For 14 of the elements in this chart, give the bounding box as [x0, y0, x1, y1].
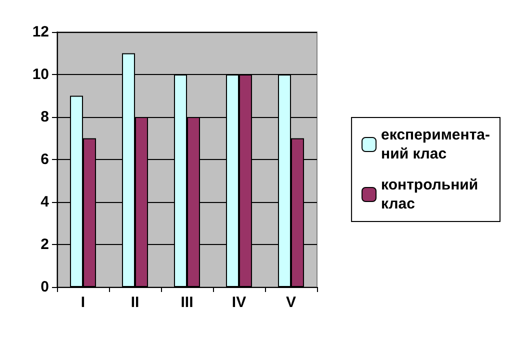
x-tick-label: IV [232, 294, 246, 311]
y-tick-label: 6 [40, 151, 49, 168]
y-tick-label: 2 [40, 236, 49, 253]
x-tick-label: I [80, 294, 86, 311]
y-tick-label: 12 [32, 24, 49, 40]
y-tick-label: 0 [40, 278, 49, 296]
legend-label: експеримента- ний клас [381, 126, 490, 162]
x-tick-label: II [130, 294, 140, 311]
y-tick-label: 10 [32, 66, 49, 83]
x-tick-label: III [180, 294, 194, 311]
y-tick-label: 8 [40, 108, 49, 126]
y-tick-label: 4 [40, 194, 50, 210]
legend-label: контрольний клас [381, 176, 478, 212]
x-tick-label: V [286, 294, 296, 311]
